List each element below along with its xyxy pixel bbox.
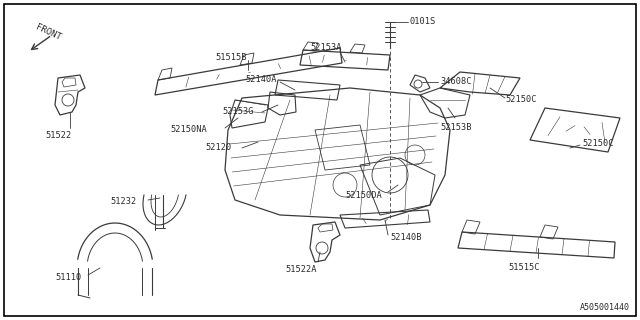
Text: 52153A: 52153A bbox=[310, 44, 342, 52]
Text: 52140A: 52140A bbox=[245, 76, 276, 84]
Text: 51110: 51110 bbox=[55, 274, 81, 283]
Text: 52150DA: 52150DA bbox=[345, 190, 381, 199]
Text: 52150C: 52150C bbox=[505, 95, 536, 105]
Text: 51522: 51522 bbox=[45, 131, 71, 140]
Text: 51515B: 51515B bbox=[215, 53, 246, 62]
Text: 51515C: 51515C bbox=[508, 263, 540, 273]
Text: 52150C: 52150C bbox=[582, 139, 614, 148]
Text: 0101S: 0101S bbox=[410, 18, 436, 27]
Text: 52140B: 52140B bbox=[390, 234, 422, 243]
Text: 52153G: 52153G bbox=[222, 108, 253, 116]
Text: FRONT: FRONT bbox=[34, 23, 62, 42]
Text: 51522A: 51522A bbox=[285, 266, 317, 275]
Text: 34608C: 34608C bbox=[440, 77, 472, 86]
Text: 51232: 51232 bbox=[110, 197, 136, 206]
Text: 52150NA: 52150NA bbox=[170, 125, 207, 134]
Text: A505001440: A505001440 bbox=[580, 303, 630, 313]
Text: 52153B: 52153B bbox=[440, 124, 472, 132]
Text: 52120: 52120 bbox=[205, 143, 231, 153]
